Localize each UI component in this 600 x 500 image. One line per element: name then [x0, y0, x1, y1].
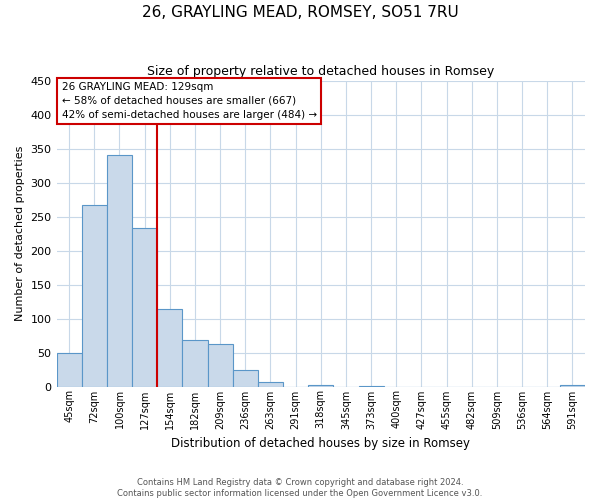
Title: Size of property relative to detached houses in Romsey: Size of property relative to detached ho… — [147, 65, 494, 78]
Bar — [182, 340, 208, 386]
Bar — [82, 205, 107, 386]
Text: 26 GRAYLING MEAD: 129sqm
← 58% of detached houses are smaller (667)
42% of semi-: 26 GRAYLING MEAD: 129sqm ← 58% of detach… — [62, 82, 317, 120]
Bar — [107, 156, 132, 386]
X-axis label: Distribution of detached houses by size in Romsey: Distribution of detached houses by size … — [171, 437, 470, 450]
Text: 26, GRAYLING MEAD, ROMSEY, SO51 7RU: 26, GRAYLING MEAD, ROMSEY, SO51 7RU — [142, 5, 458, 20]
Bar — [308, 385, 334, 386]
Bar — [233, 370, 258, 386]
Bar — [208, 344, 233, 387]
Bar — [157, 309, 182, 386]
Bar — [560, 385, 585, 386]
Bar — [132, 228, 157, 386]
Y-axis label: Number of detached properties: Number of detached properties — [15, 146, 25, 321]
Bar — [56, 352, 82, 386]
Text: Contains HM Land Registry data © Crown copyright and database right 2024.
Contai: Contains HM Land Registry data © Crown c… — [118, 478, 482, 498]
Bar — [258, 382, 283, 386]
